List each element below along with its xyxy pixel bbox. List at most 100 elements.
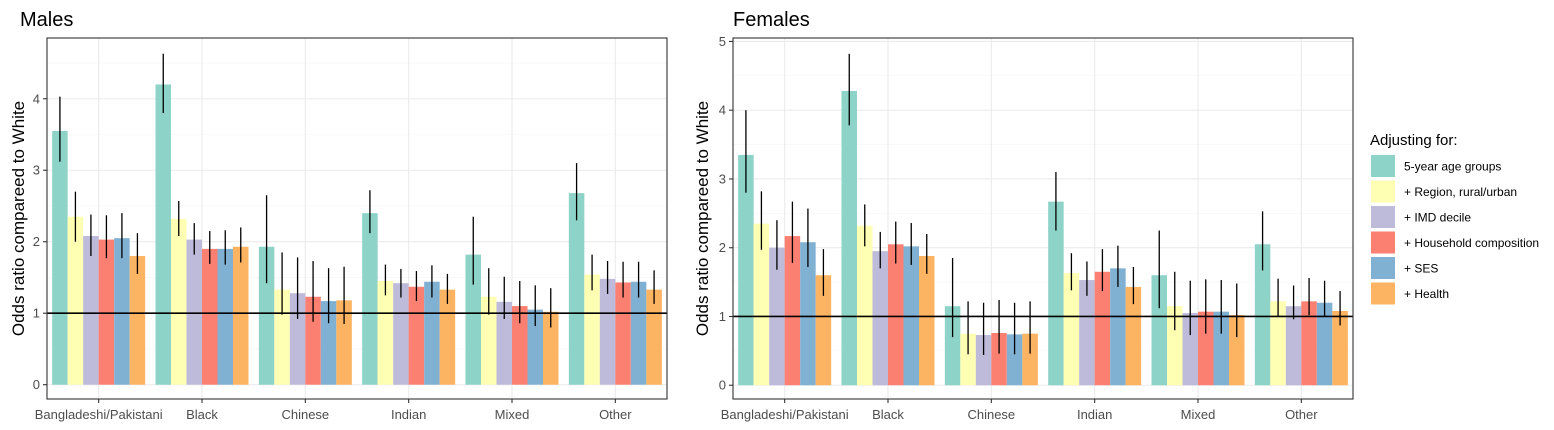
bar bbox=[217, 248, 233, 385]
legend-key bbox=[1371, 231, 1395, 254]
bar bbox=[289, 293, 306, 385]
bar bbox=[527, 309, 543, 385]
bar bbox=[155, 84, 171, 385]
bar bbox=[1229, 315, 1245, 386]
bar bbox=[1270, 301, 1286, 386]
y-tick-label: 5 bbox=[719, 34, 726, 49]
legend-title: Adjusting for: bbox=[1370, 132, 1458, 149]
bar bbox=[393, 283, 409, 385]
x-tick-label: Bangladeshi/Pakistani bbox=[721, 407, 849, 422]
bar bbox=[888, 244, 904, 386]
legend-key bbox=[1371, 257, 1395, 279]
legend-label: + Region, rural/urban bbox=[1404, 185, 1517, 199]
y-tick-label: 2 bbox=[33, 234, 40, 249]
y-axis: 0 1 2 3 4 bbox=[33, 91, 47, 392]
bar bbox=[960, 333, 976, 386]
error-bars bbox=[745, 53, 1341, 355]
bar bbox=[568, 193, 585, 385]
bar bbox=[171, 218, 187, 385]
bar bbox=[512, 306, 528, 385]
y-tick-label: 0 bbox=[33, 377, 40, 392]
bar bbox=[584, 274, 600, 385]
bar bbox=[52, 130, 68, 385]
bar bbox=[424, 281, 440, 385]
bar bbox=[991, 332, 1007, 386]
bar bbox=[815, 275, 832, 386]
legend-label: + Household composition bbox=[1404, 236, 1539, 250]
x-tick-label: Indian bbox=[391, 407, 426, 422]
x-tick-label: Bangladeshi/Pakistani bbox=[35, 407, 163, 422]
x-tick-label: Other bbox=[599, 407, 632, 422]
females-panel: Females Odds ratio compareed to White 0 1 2 3… bbox=[693, 9, 1354, 422]
x-tick-label: Black bbox=[186, 407, 218, 422]
bar bbox=[1022, 333, 1038, 386]
panel-border bbox=[46, 37, 668, 400]
y-tick-label: 1 bbox=[33, 306, 40, 321]
bar bbox=[1285, 306, 1302, 386]
bar bbox=[1167, 306, 1183, 386]
y-tick-label: 2 bbox=[719, 240, 726, 255]
bar bbox=[919, 255, 935, 386]
bar bbox=[738, 154, 754, 386]
bar bbox=[408, 286, 425, 385]
bar bbox=[83, 236, 99, 385]
y-axis-title: Odds ratio compareed to White bbox=[693, 101, 712, 336]
x-axis: Bangladeshi/Pakistani Black Chinese Indian M… bbox=[35, 399, 632, 422]
panel-border bbox=[732, 37, 1354, 400]
bar bbox=[1079, 280, 1095, 386]
bar bbox=[543, 311, 559, 385]
bar bbox=[233, 246, 249, 385]
bar bbox=[1063, 273, 1080, 386]
bar bbox=[1048, 201, 1064, 386]
bar bbox=[800, 242, 816, 386]
bar bbox=[67, 216, 84, 385]
bar bbox=[114, 238, 130, 385]
bar bbox=[1198, 311, 1214, 386]
males-panel: Males Odds ratio compareed to White 0 1 2 3 4 B… bbox=[9, 9, 668, 422]
legend-label: + SES bbox=[1404, 262, 1438, 276]
bar bbox=[202, 248, 218, 385]
legend-key bbox=[1371, 282, 1395, 305]
bar bbox=[1332, 310, 1348, 386]
bar bbox=[362, 213, 378, 385]
y-tick-label: 3 bbox=[719, 171, 726, 186]
legend-key bbox=[1371, 155, 1395, 177]
legend-label: 5-year age groups bbox=[1404, 160, 1501, 174]
bar bbox=[753, 223, 770, 386]
panel-title: Females bbox=[733, 9, 810, 31]
bar bbox=[1254, 244, 1271, 386]
bar bbox=[1094, 271, 1111, 386]
bar bbox=[496, 301, 512, 385]
bar bbox=[1006, 334, 1023, 386]
bar bbox=[1213, 311, 1229, 386]
bar bbox=[944, 306, 961, 386]
x-axis: Bangladeshi/Pakistani Black Chinese Indian M… bbox=[721, 399, 1318, 422]
legend-label: + IMD decile bbox=[1404, 211, 1471, 225]
bar bbox=[481, 296, 497, 385]
legend-key bbox=[1371, 206, 1395, 228]
x-tick-label: Chinese bbox=[281, 407, 329, 422]
bar bbox=[872, 251, 888, 386]
bar bbox=[975, 335, 992, 386]
bar bbox=[305, 296, 321, 385]
panel-title: Males bbox=[20, 9, 73, 31]
legend-key bbox=[1371, 180, 1395, 203]
bar bbox=[1316, 302, 1333, 386]
bar bbox=[599, 278, 616, 385]
legend: Adjusting for: 5-year age groups + Region… bbox=[1370, 132, 1539, 305]
y-tick-label: 1 bbox=[719, 309, 726, 324]
bar bbox=[1301, 301, 1317, 386]
bars bbox=[52, 84, 662, 385]
bar bbox=[465, 254, 481, 385]
bar bbox=[784, 236, 801, 386]
bar bbox=[1110, 268, 1126, 386]
y-axis: 0 1 2 3 4 5 bbox=[719, 34, 733, 393]
x-tick-label: Black bbox=[872, 407, 904, 422]
bar bbox=[857, 225, 873, 386]
y-tick-label: 4 bbox=[33, 91, 40, 106]
bar bbox=[1125, 286, 1142, 386]
error-bars bbox=[59, 53, 655, 328]
x-tick-label: Chinese bbox=[967, 407, 1015, 422]
y-tick-label: 0 bbox=[719, 378, 726, 393]
